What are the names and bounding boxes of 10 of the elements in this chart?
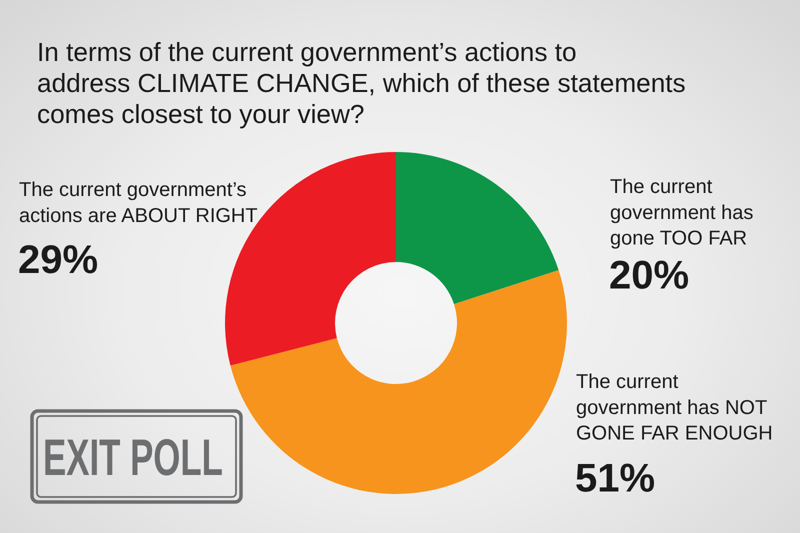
donut-slice <box>230 270 567 494</box>
data-label: 20% <box>609 254 690 298</box>
slice-label: The current government has gone TOO FAR <box>610 176 754 250</box>
slice-label: The current government’s actions are ABOUT RIGHT <box>19 179 258 227</box>
slice-label: The current government has NOT GONE FAR ENOUGH <box>576 371 773 445</box>
chart-title: In terms of the current government’s actions to address CLIMATE CHANGE, which of these statements comes closest to your view? <box>37 37 686 129</box>
data-label: 51% <box>575 456 656 501</box>
text: EXIT POLL <box>43 429 223 487</box>
donut-slice <box>396 152 559 304</box>
data-label: 29% <box>18 238 98 282</box>
